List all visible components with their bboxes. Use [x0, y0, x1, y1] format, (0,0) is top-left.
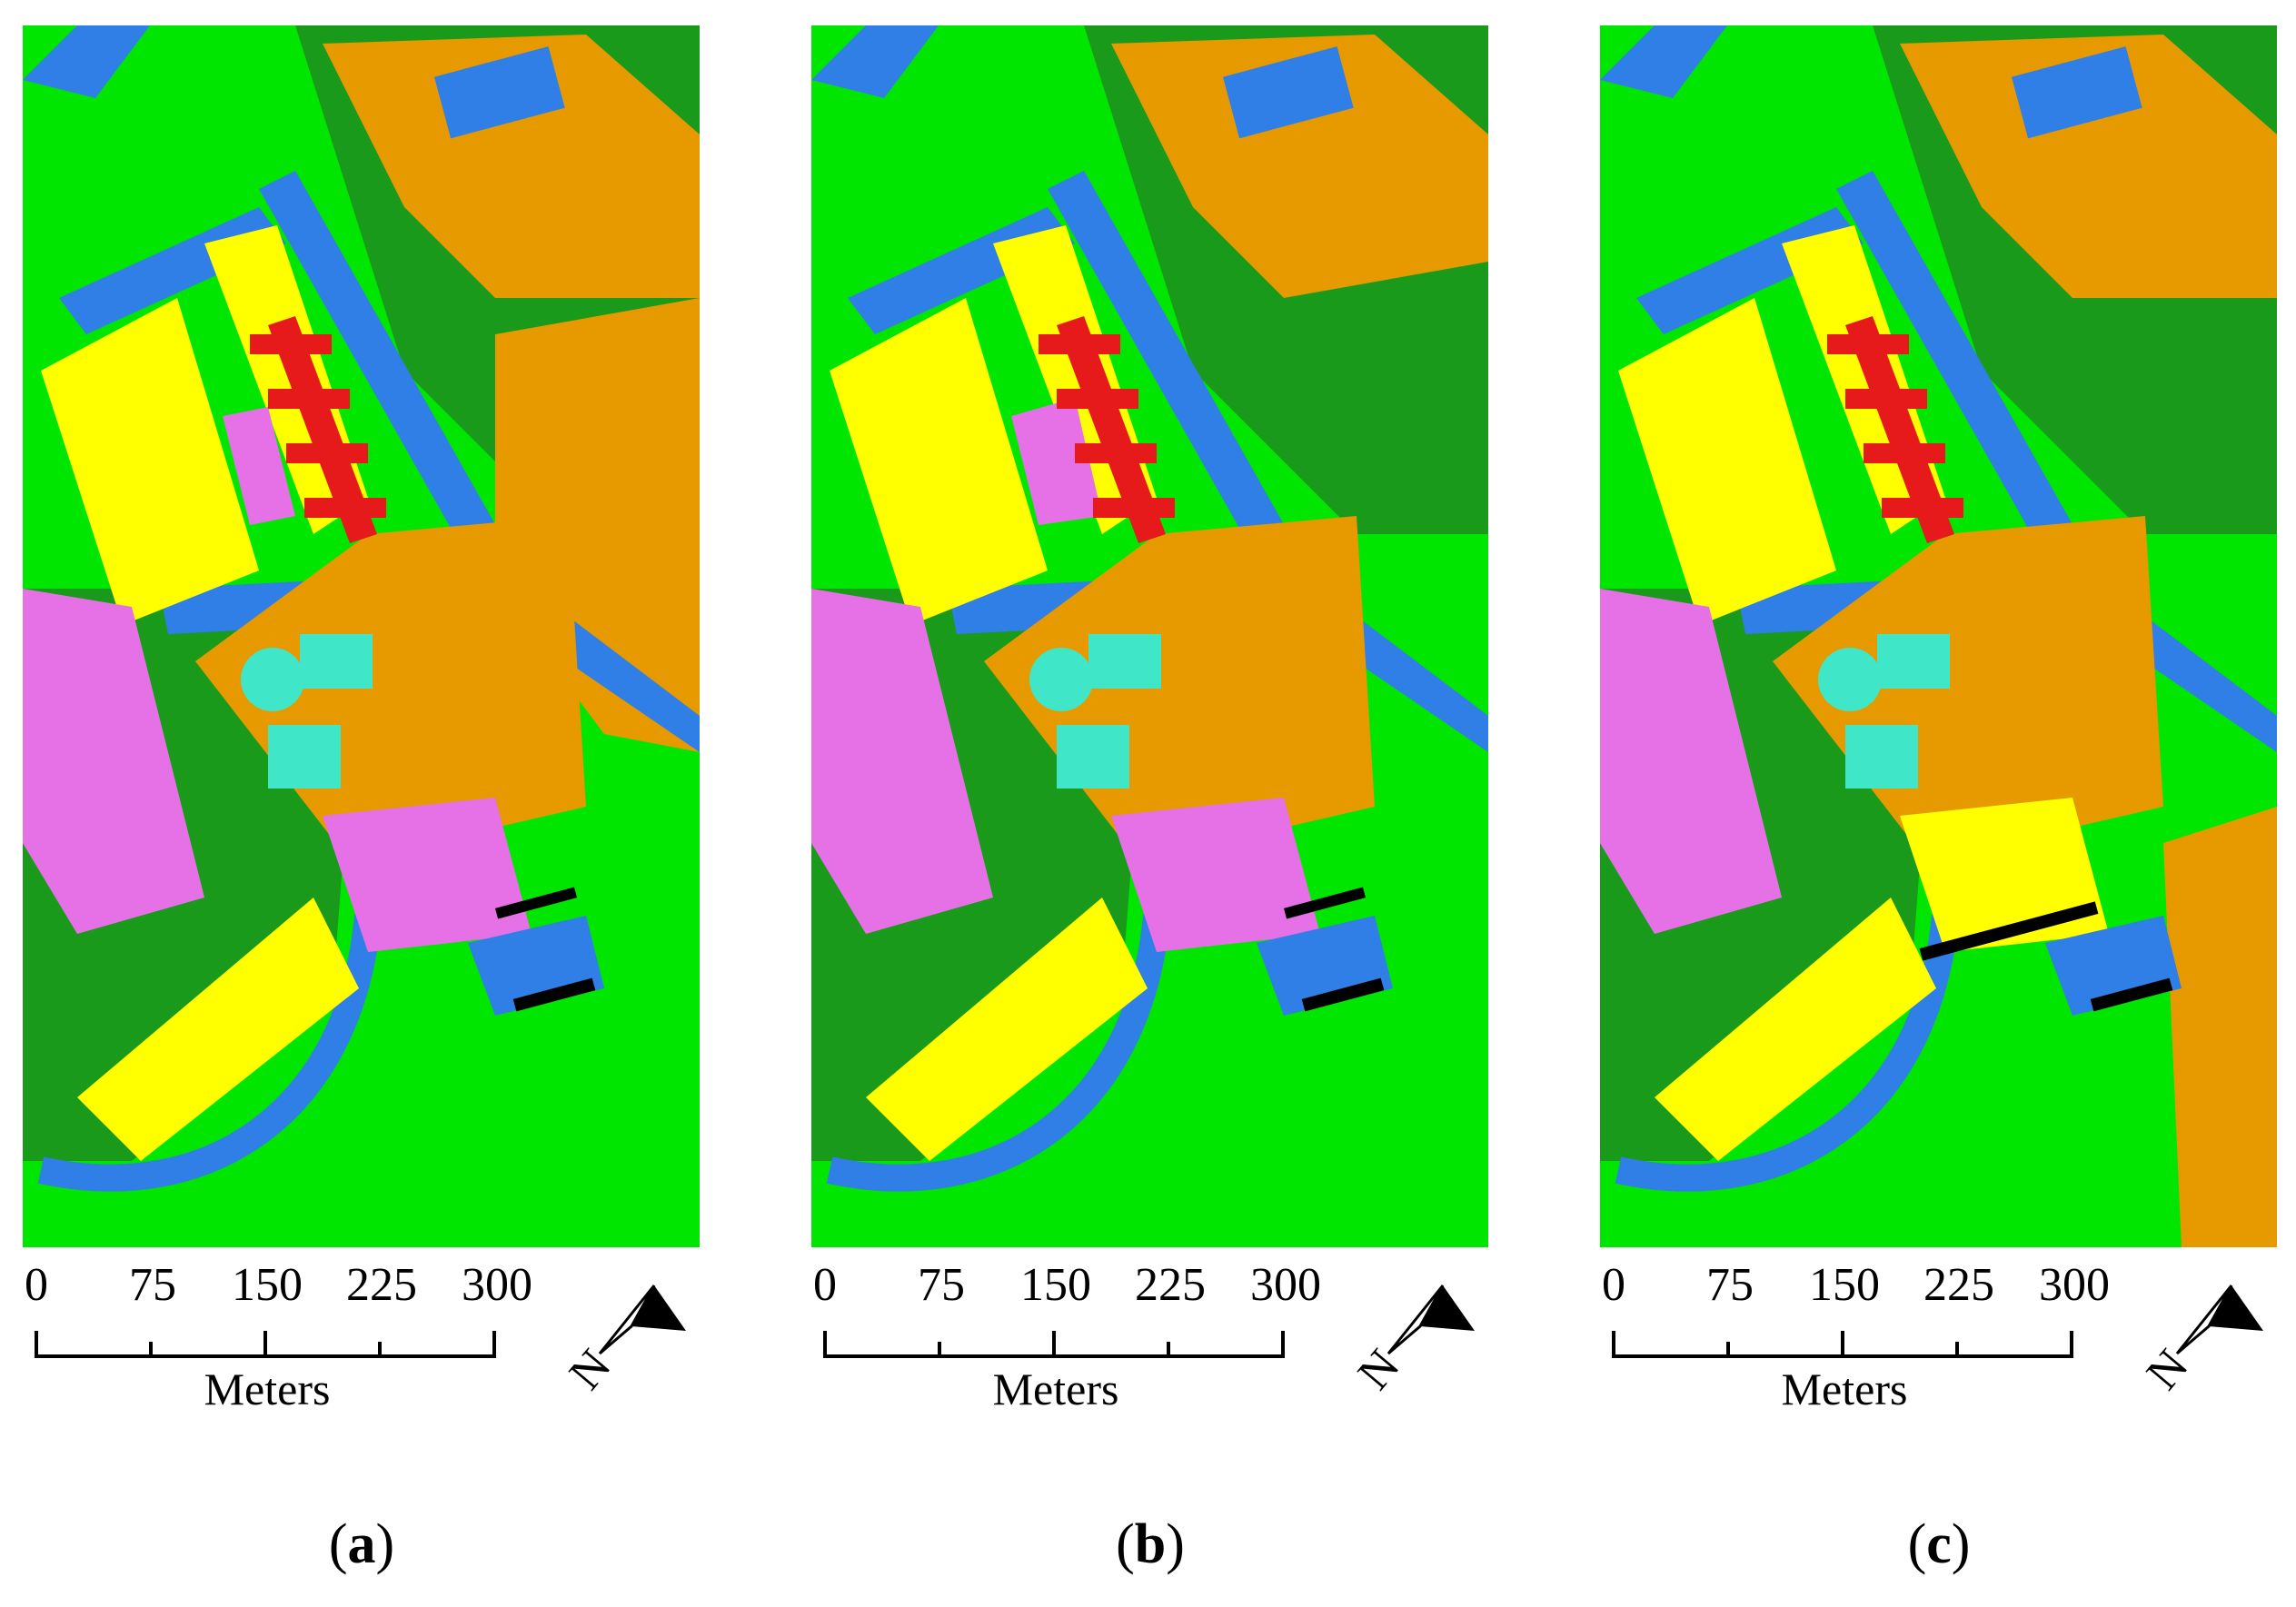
panel-b: 0 75 150 225 300 Meters N (b)	[789, 0, 1516, 1607]
scale-unit-label: Meters	[204, 1364, 331, 1414]
scale-unit-label: Meters	[992, 1364, 1119, 1414]
scale-tick-300: 300	[1250, 1259, 1321, 1311]
north-arrow-icon: N	[2137, 1285, 2263, 1400]
scale-tick-150: 150	[1809, 1259, 1880, 1311]
scale-tick-0: 0	[25, 1259, 48, 1311]
north-label: N	[560, 1340, 621, 1399]
scale-bar-line	[823, 1331, 1285, 1358]
scale-tick-225: 225	[1135, 1259, 1206, 1311]
classification-map-a	[23, 25, 700, 1247]
scale-tick-300: 300	[462, 1259, 532, 1311]
scale-tick-300: 300	[2039, 1259, 2110, 1311]
scale-tick-0: 0	[813, 1259, 837, 1311]
panel-a: 0 75 150 225 300 Meters N (a)	[0, 0, 727, 1607]
scale-bar-group-a: 0 75 150 225 300 Meters	[0, 1258, 545, 1440]
scale-tick-150: 150	[232, 1259, 303, 1311]
scale-tick-225: 225	[1923, 1259, 1994, 1311]
scale-tick-150: 150	[1020, 1259, 1091, 1311]
scale-tick-75: 75	[918, 1259, 965, 1311]
scale-bar-line	[1612, 1331, 2073, 1358]
scale-unit-label: Meters	[1781, 1364, 1908, 1414]
north-label: N	[2137, 1340, 2199, 1399]
scale-bar-group-b: 0 75 150 225 300 Meters	[789, 1258, 1334, 1440]
scale-tick-75: 75	[1706, 1259, 1754, 1311]
panel-caption-c: (c)	[1907, 1513, 1971, 1575]
scale-bar-line	[35, 1331, 496, 1358]
classification-map-b	[811, 25, 1488, 1247]
north-arrow-icon: N	[1348, 1285, 1475, 1400]
scale-tick-225: 225	[346, 1259, 417, 1311]
north-label: N	[1348, 1340, 1410, 1399]
scale-tick-0: 0	[1602, 1259, 1625, 1311]
north-arrow-icon: N	[560, 1285, 686, 1400]
panel-caption-a: (a)	[328, 1513, 395, 1575]
scale-tick-75: 75	[129, 1259, 176, 1311]
panel-c: 0 75 150 225 300 Meters N (c)	[1577, 0, 2296, 1607]
classification-map-c	[1600, 25, 2277, 1247]
panel-caption-b: (b)	[1116, 1513, 1185, 1575]
scale-bar-group-c: 0 75 150 225 300 Meters	[1577, 1258, 2122, 1440]
